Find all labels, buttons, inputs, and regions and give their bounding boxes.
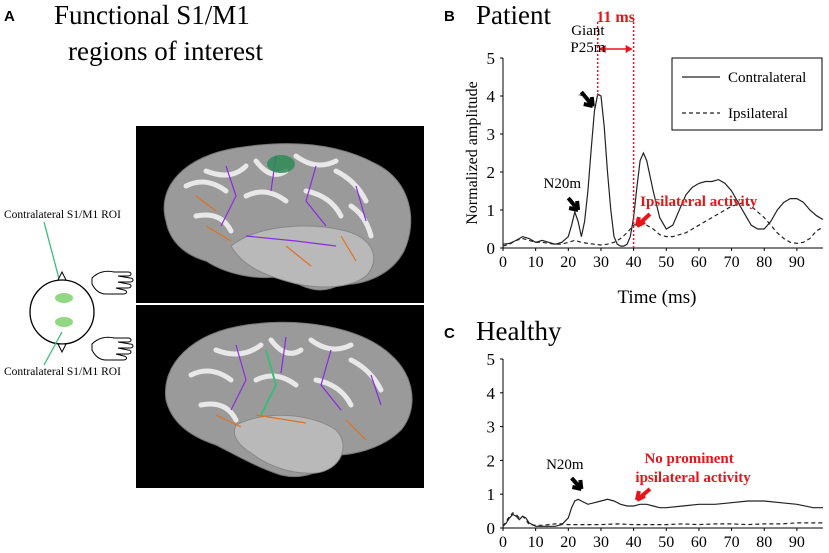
annotation-giant: Giant (571, 23, 605, 39)
series-line-ipsilateral (502, 201, 824, 247)
x-tick-label: 20 (560, 254, 576, 271)
y-tick-label: 0 (487, 519, 496, 538)
roi-spot-top (55, 293, 73, 303)
arrow-no-prominent (634, 487, 652, 502)
y-tick-label: 0 (487, 239, 496, 258)
arrow-ipsilateral-activity (634, 212, 652, 228)
brain-bottom-roi-lines (230, 336, 382, 411)
y-tick-label: 2 (487, 163, 496, 182)
x-tick-label: 50 (658, 534, 674, 551)
brain-bottom-gyri (188, 337, 384, 423)
brain-top-svg (163, 143, 412, 291)
interval-label: 11 ms (596, 9, 635, 26)
roi-label-bottom: Contralateral S1/M1 ROI (4, 366, 121, 378)
arrow-p25m-shaft (579, 90, 595, 108)
y-tick-label: 4 (487, 87, 496, 106)
x-tick-label: 30 (593, 534, 609, 551)
brain-bottom-svg (164, 321, 413, 478)
annotation-n20m: N20m (544, 176, 582, 192)
roi-spot-bottom (55, 317, 73, 327)
brain-image-bottom (136, 305, 424, 488)
y-tick-label: 3 (487, 418, 496, 437)
annotation-ipsilateral-activity-healthy: ipsilateral activity (635, 470, 751, 486)
x-tick-label: 60 (691, 534, 707, 551)
x-tick-label: 20 (560, 534, 576, 551)
y-tick-label: 1 (487, 201, 496, 220)
legend: Contralateral Ipsilateral (671, 57, 823, 131)
series-line-contralateral (502, 498, 823, 527)
y-tick-label: 4 (487, 384, 496, 403)
legend-label-ipsilateral: Ipsilateral (728, 106, 788, 122)
panel-c-letter: C (444, 325, 455, 342)
panel-a-title-line2: regions of interest (68, 36, 263, 66)
brain-bottom-temporal (233, 414, 344, 474)
x-tick-label: 60 (691, 254, 707, 271)
series-line-ipsilateral (502, 512, 823, 527)
legend-box (671, 57, 823, 131)
y-tick-label: 2 (487, 451, 496, 470)
hand-icon-top (91, 270, 134, 295)
panel-a-letter: A (4, 8, 15, 25)
head-nose-top (57, 270, 67, 281)
panel-a-title-line1: Functional S1/M1 (54, 0, 250, 30)
legend-label-contralateral: Contralateral (728, 70, 806, 86)
x-axis-label: Time (ms) (617, 287, 696, 308)
arrow-n20m-healthy (570, 476, 584, 491)
brain-top-roi-lines (220, 155, 367, 247)
x-tick-label: 10 (528, 254, 544, 271)
y-tick-label: 5 (487, 49, 496, 68)
y-tick-label: 5 (487, 350, 496, 369)
x-tick-label: 30 (593, 254, 609, 271)
annotation-n20m-healthy: N20m (546, 457, 584, 473)
x-tick-label: 10 (528, 534, 544, 551)
brain-bottom-roi-lines-2 (215, 414, 367, 441)
roi-pointer-bottom (43, 331, 63, 366)
brain-top-temporal (230, 225, 375, 288)
interval-arrowhead-left (598, 45, 606, 53)
x-tick-label: 50 (658, 254, 674, 271)
x-tick-label: 40 (626, 534, 642, 551)
y-tick-label: 3 (487, 125, 496, 144)
x-tick-label: 0 (499, 254, 507, 271)
annotation-no-prominent: No prominent (644, 451, 733, 467)
brain-top-roi-highlight (267, 155, 295, 173)
brain-image-top (136, 126, 424, 303)
x-tick-label: 40 (626, 254, 642, 271)
x-tick-label: 70 (724, 254, 740, 271)
annotation-p25m: P25m (570, 40, 605, 56)
x-tick-label: 0 (499, 534, 507, 551)
y-tick-label: 1 (487, 485, 496, 504)
brain-bottom-roi-green (260, 349, 278, 416)
head-circle (29, 279, 95, 345)
annotation-ipsilateral-activity: Ipsilateral activity (640, 194, 758, 210)
head-schematic: Contralateral S1/M1 ROI Contralateral S1… (4, 209, 134, 378)
x-tick-label: 90 (789, 254, 805, 271)
panel-b-letter: B (444, 8, 455, 25)
arrow-n20m (566, 196, 581, 212)
head-nose-bottom (57, 343, 67, 354)
x-tick-label: 70 (724, 534, 740, 551)
y-axis-label: Normalized amplitude (464, 81, 481, 225)
series-line-contralateral (502, 93, 824, 247)
roi-label-top: Contralateral S1/M1 ROI (4, 209, 121, 221)
panel-c-title: Healthy (476, 316, 562, 346)
x-tick-label: 90 (789, 534, 805, 551)
panel-b-title: Patient (476, 0, 551, 30)
x-tick-label: 80 (756, 254, 772, 271)
brain-top-roi-lines-2 (195, 195, 357, 267)
hand-icon-bottom (91, 336, 134, 361)
x-tick-label: 80 (756, 534, 772, 551)
interval-arrowhead-right (625, 45, 633, 53)
